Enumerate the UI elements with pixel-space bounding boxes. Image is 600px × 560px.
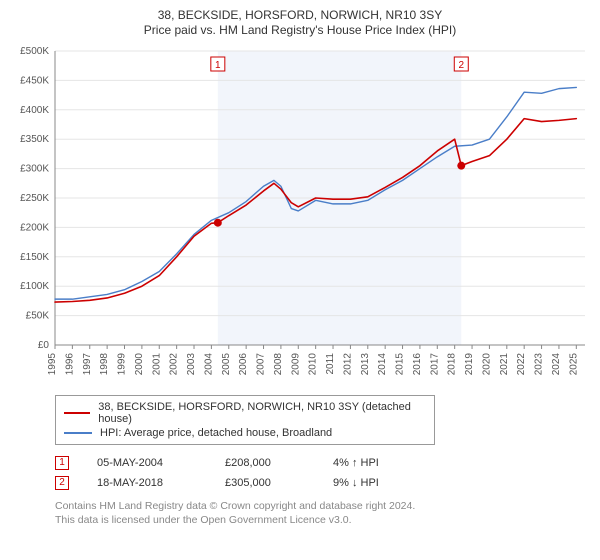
legend-swatch [64, 412, 90, 414]
svg-text:1998: 1998 [99, 353, 110, 376]
sale-marker-icon: 1 [55, 456, 69, 470]
svg-text:2014: 2014 [377, 353, 388, 376]
svg-text:2003: 2003 [186, 353, 197, 376]
svg-text:2010: 2010 [308, 353, 319, 376]
sale-date: 05-MAY-2004 [97, 457, 197, 469]
svg-text:1999: 1999 [117, 353, 128, 376]
chart-title: 38, BECKSIDE, HORSFORD, NORWICH, NR10 3S… [10, 8, 590, 22]
svg-text:£400K: £400K [20, 105, 49, 116]
svg-text:2009: 2009 [290, 353, 301, 376]
svg-text:£0: £0 [38, 340, 50, 351]
svg-text:£450K: £450K [20, 75, 49, 86]
svg-text:2013: 2013 [360, 353, 371, 376]
svg-text:£350K: £350K [20, 134, 49, 145]
svg-text:£150K: £150K [20, 252, 49, 263]
svg-text:2000: 2000 [134, 353, 145, 376]
svg-text:2017: 2017 [429, 353, 440, 376]
svg-text:£300K: £300K [20, 164, 49, 175]
svg-text:2011: 2011 [325, 353, 336, 375]
legend-swatch [64, 432, 92, 434]
svg-text:1: 1 [215, 60, 221, 71]
svg-text:2025: 2025 [568, 353, 579, 376]
legend-label: HPI: Average price, detached house, Broa… [100, 427, 332, 439]
footer-line: This data is licensed under the Open Gov… [55, 513, 590, 527]
attribution: Contains HM Land Registry data © Crown c… [55, 499, 590, 527]
sale-price: £305,000 [225, 477, 305, 489]
svg-text:2008: 2008 [273, 353, 284, 376]
svg-text:2001: 2001 [151, 353, 162, 376]
sale-marker-icon: 2 [55, 476, 69, 490]
svg-text:2004: 2004 [203, 353, 214, 376]
legend: 38, BECKSIDE, HORSFORD, NORWICH, NR10 3S… [55, 395, 435, 445]
svg-text:2024: 2024 [551, 353, 562, 376]
svg-text:1997: 1997 [82, 353, 93, 376]
svg-text:2016: 2016 [412, 353, 423, 376]
legend-item: 38, BECKSIDE, HORSFORD, NORWICH, NR10 3S… [64, 400, 426, 426]
svg-text:£100K: £100K [20, 281, 49, 292]
sale-delta: 4% ↑ HPI [333, 457, 423, 469]
svg-text:2012: 2012 [342, 353, 353, 376]
sale-date: 18-MAY-2018 [97, 477, 197, 489]
svg-text:2020: 2020 [481, 353, 492, 376]
line-chart: £0 £50K £100K £150K £200K £250K £300K £350K £400… [10, 45, 590, 385]
chart-container: 38, BECKSIDE, HORSFORD, NORWICH, NR10 3S… [0, 0, 600, 533]
chart-subtitle: Price paid vs. HM Land Registry's House … [10, 23, 590, 37]
sale-delta: 9% ↓ HPI [333, 477, 423, 489]
svg-text:2005: 2005 [221, 353, 232, 376]
table-row: 1 05-MAY-2004 £208,000 4% ↑ HPI [55, 453, 590, 473]
legend-item: HPI: Average price, detached house, Broa… [64, 426, 426, 440]
svg-text:1996: 1996 [64, 353, 75, 376]
legend-label: 38, BECKSIDE, HORSFORD, NORWICH, NR10 3S… [98, 401, 426, 425]
svg-text:2019: 2019 [464, 353, 475, 376]
svg-text:2: 2 [458, 60, 464, 71]
svg-text:£200K: £200K [20, 222, 49, 233]
svg-text:2006: 2006 [238, 353, 249, 376]
svg-text:£500K: £500K [20, 46, 49, 57]
sale-price: £208,000 [225, 457, 305, 469]
footer-line: Contains HM Land Registry data © Crown c… [55, 499, 590, 513]
svg-text:2002: 2002 [169, 353, 180, 376]
svg-text:£250K: £250K [20, 193, 49, 204]
svg-text:2007: 2007 [256, 353, 267, 376]
sales-table: 1 05-MAY-2004 £208,000 4% ↑ HPI 2 18-MAY… [55, 453, 590, 493]
svg-text:2015: 2015 [395, 353, 406, 376]
svg-text:2022: 2022 [516, 353, 527, 376]
svg-text:£50K: £50K [26, 311, 50, 322]
svg-text:1995: 1995 [47, 353, 58, 376]
chart-area: £0 £50K £100K £150K £200K £250K £300K £350K £400… [10, 45, 590, 385]
svg-text:2023: 2023 [534, 353, 545, 376]
svg-text:2018: 2018 [447, 353, 458, 376]
svg-text:2021: 2021 [499, 353, 510, 376]
table-row: 2 18-MAY-2018 £305,000 9% ↓ HPI [55, 473, 590, 493]
